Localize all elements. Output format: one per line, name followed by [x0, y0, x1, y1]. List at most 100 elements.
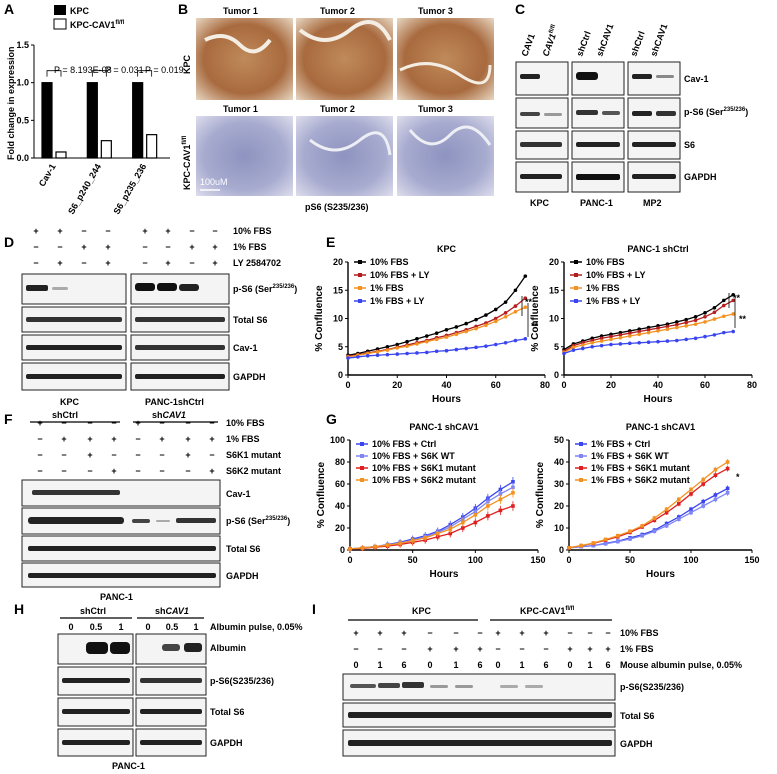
panel-letter-c: C [515, 1, 525, 17]
data-point [731, 292, 735, 297]
category-label: S6_p235_236 [111, 162, 148, 216]
sign-mark: + [57, 258, 62, 268]
data-point [375, 350, 380, 354]
dose-h-2: 0.5 [90, 622, 103, 632]
data-point [464, 329, 469, 334]
data-point [385, 344, 390, 349]
cond-f-4: S6K2 mutant [226, 466, 281, 476]
data-point [513, 338, 518, 343]
band [135, 283, 155, 291]
data-point [637, 329, 641, 334]
sig-bracket [137, 70, 153, 77]
data-point [713, 473, 718, 477]
ihc-texture-4 [309, 131, 392, 156]
ihc-texture-2 [298, 20, 392, 42]
data-point [725, 486, 730, 491]
y-axis-label: % Confluence [316, 462, 327, 529]
cond-d-2: 1% FBS [233, 242, 267, 252]
y-tick-label: 0.0 [16, 153, 29, 163]
y-tick-label: 10 [333, 314, 343, 324]
tumor-label-1b: Tumor 1 [223, 104, 258, 114]
y-axis-label: % Confluence [535, 462, 546, 529]
data-point [675, 338, 679, 343]
group-f-2-gene: CAV1 [163, 410, 186, 420]
band [520, 174, 562, 179]
sign-mark: + [377, 628, 382, 638]
sign-mark: − [453, 628, 458, 638]
data-point [493, 319, 498, 324]
series-line-1 [568, 492, 728, 549]
sign-mark: 0 [567, 660, 572, 670]
data-point [693, 315, 698, 319]
x-axis-label: Hours [646, 569, 675, 580]
band [135, 345, 225, 350]
sign-mark: 0 [427, 660, 432, 670]
band [135, 317, 225, 322]
legend-label: 1% FBS + S6K2 mutant [591, 475, 690, 485]
sig-bracket [91, 70, 107, 77]
sign-mark: + [401, 628, 406, 638]
data-point [579, 543, 583, 548]
data-point [675, 325, 679, 330]
sign-mark: + [165, 226, 170, 236]
x-tick-label: 100 [683, 555, 698, 565]
data-point [493, 307, 498, 312]
sign-mark: − [57, 242, 62, 252]
data-point [523, 274, 528, 278]
chart-title: KPC [437, 244, 457, 254]
band [632, 111, 652, 116]
dose-h-6: 1 [193, 622, 198, 632]
panel-e: E KPC 0 5 10 15 20 0 20 40 60 80 Hours % Confluence 1… [314, 234, 757, 405]
data-point [425, 339, 429, 344]
dose-h-5: 0.5 [166, 622, 179, 632]
sign-mark: + [159, 434, 164, 444]
data-point [731, 329, 735, 334]
sign-mark: − [142, 242, 147, 252]
data-point [444, 348, 449, 353]
sign-mark: − [605, 628, 610, 638]
sign-mark: − [353, 644, 358, 654]
y-tick-label: 0.5 [16, 115, 29, 125]
data-point [628, 529, 632, 534]
group-h-2: shCAV1 [155, 606, 189, 616]
band-label-ps6-c-sup: 235/236 [724, 107, 746, 113]
x-tick-label: 0 [566, 555, 571, 565]
data-point [464, 346, 469, 351]
blot-c-gapdh: GAPDH [515, 161, 717, 193]
bar-kpc-0 [41, 82, 53, 159]
x-tick-label: 150 [744, 555, 759, 565]
sign-mark: − [81, 226, 86, 236]
chart-title: PANC-1 shCAV1 [409, 422, 478, 432]
data-point [693, 318, 698, 322]
band-label-ps6-d-main: p-S6 (Ser [233, 284, 273, 294]
x-axis-label: Hours [432, 394, 461, 405]
sign-mark: + [587, 644, 592, 654]
band [26, 374, 122, 379]
y-tick-label: 10 [549, 314, 559, 324]
series-line-3 [347, 338, 526, 359]
data-point [415, 342, 419, 346]
panel-letter-i: I [312, 601, 316, 617]
sign-mark: − [37, 450, 42, 460]
data-point [684, 337, 688, 342]
data-point [493, 342, 498, 347]
data-point [677, 502, 681, 506]
ihc-texture-1 [204, 34, 272, 54]
data-point [689, 492, 693, 496]
sign-mark: + [477, 644, 482, 654]
sign-mark: + [567, 644, 572, 654]
x-tick-label: 50 [625, 555, 635, 565]
data-point [435, 531, 440, 536]
data-point [618, 342, 623, 346]
data-point [511, 480, 515, 484]
legend-label: 10% FBS [586, 257, 625, 267]
data-point [628, 334, 632, 338]
data-point [395, 342, 400, 347]
sign-mark: − [209, 450, 214, 460]
data-point [503, 315, 508, 319]
sign-mark: + [57, 226, 62, 236]
sign-mark: + [543, 628, 548, 638]
bar-kpc-cav1-1 [100, 140, 112, 159]
sig-g: * [736, 472, 740, 482]
cond-f-2: 1% FBS [226, 434, 260, 444]
